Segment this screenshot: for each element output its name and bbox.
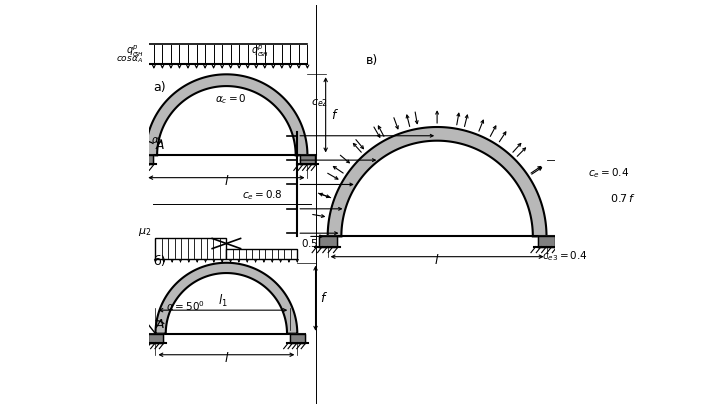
- Text: $A$: $A$: [156, 139, 166, 152]
- Text: $f$: $f$: [330, 108, 339, 122]
- Polygon shape: [156, 263, 297, 334]
- Text: $q^p_{c\!s\!н}$: $q^p_{c\!s\!н}$: [126, 44, 144, 59]
- Text: $\alpha_c{=}0$: $\alpha_c{=}0$: [215, 93, 246, 106]
- Text: $\alpha = 50^0$: $\alpha = 50^0$: [165, 299, 205, 313]
- Text: $c_{e2}$: $c_{e2}$: [311, 97, 329, 109]
- Polygon shape: [327, 127, 546, 236]
- Text: $A$: $A$: [156, 317, 166, 330]
- Text: $cos\alpha_A$: $cos\alpha_A$: [116, 55, 144, 65]
- Text: $q^p_{c\!s\!н}$: $q^p_{c\!s\!н}$: [251, 44, 268, 59]
- Text: в): в): [366, 54, 379, 67]
- Text: $\alpha_A$: $\alpha_A$: [151, 135, 165, 147]
- Text: $f$: $f$: [320, 291, 328, 305]
- Text: $c_{e3}{=}0.4$: $c_{e3}{=}0.4$: [543, 249, 589, 262]
- Polygon shape: [156, 238, 227, 259]
- Text: $c_e{=}0.4$: $c_e{=}0.4$: [589, 166, 629, 180]
- Text: $l$: $l$: [434, 253, 440, 267]
- Text: $\mu_2$: $\mu_2$: [138, 226, 151, 238]
- Polygon shape: [145, 74, 308, 155]
- Text: б): б): [153, 255, 166, 268]
- Polygon shape: [148, 334, 163, 343]
- Polygon shape: [227, 248, 297, 259]
- Text: $l$: $l$: [224, 351, 229, 365]
- Polygon shape: [290, 334, 305, 343]
- Polygon shape: [319, 236, 337, 246]
- Polygon shape: [538, 236, 555, 246]
- Text: $0.5\,\mu_2$: $0.5\,\mu_2$: [301, 237, 332, 251]
- Polygon shape: [300, 155, 315, 164]
- Text: $l_1$: $l_1$: [218, 293, 227, 309]
- Text: а): а): [153, 80, 166, 93]
- Text: $l$: $l$: [224, 174, 229, 188]
- Text: $c_e{=}0.8$: $c_e{=}0.8$: [242, 188, 283, 202]
- Text: $0.7\,f$: $0.7\,f$: [610, 192, 636, 204]
- Polygon shape: [138, 155, 153, 164]
